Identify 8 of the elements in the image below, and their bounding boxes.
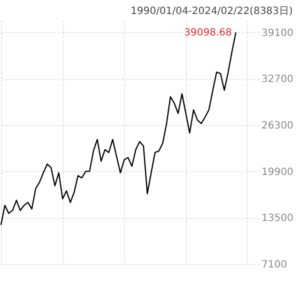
- y-tick-label: 7100: [262, 260, 287, 270]
- y-tick-label: 26300: [262, 120, 294, 132]
- annotation: 39098.68: [184, 27, 232, 38]
- y-tick-label: 13500: [262, 213, 294, 224]
- chart-subtitle: 1990/01/04-2024/02/22(8383日): [130, 6, 293, 17]
- y-tick-label: 32700: [262, 74, 294, 86]
- y-tick-label: 19900: [262, 166, 294, 178]
- y-tick-label: 39100: [262, 28, 294, 39]
